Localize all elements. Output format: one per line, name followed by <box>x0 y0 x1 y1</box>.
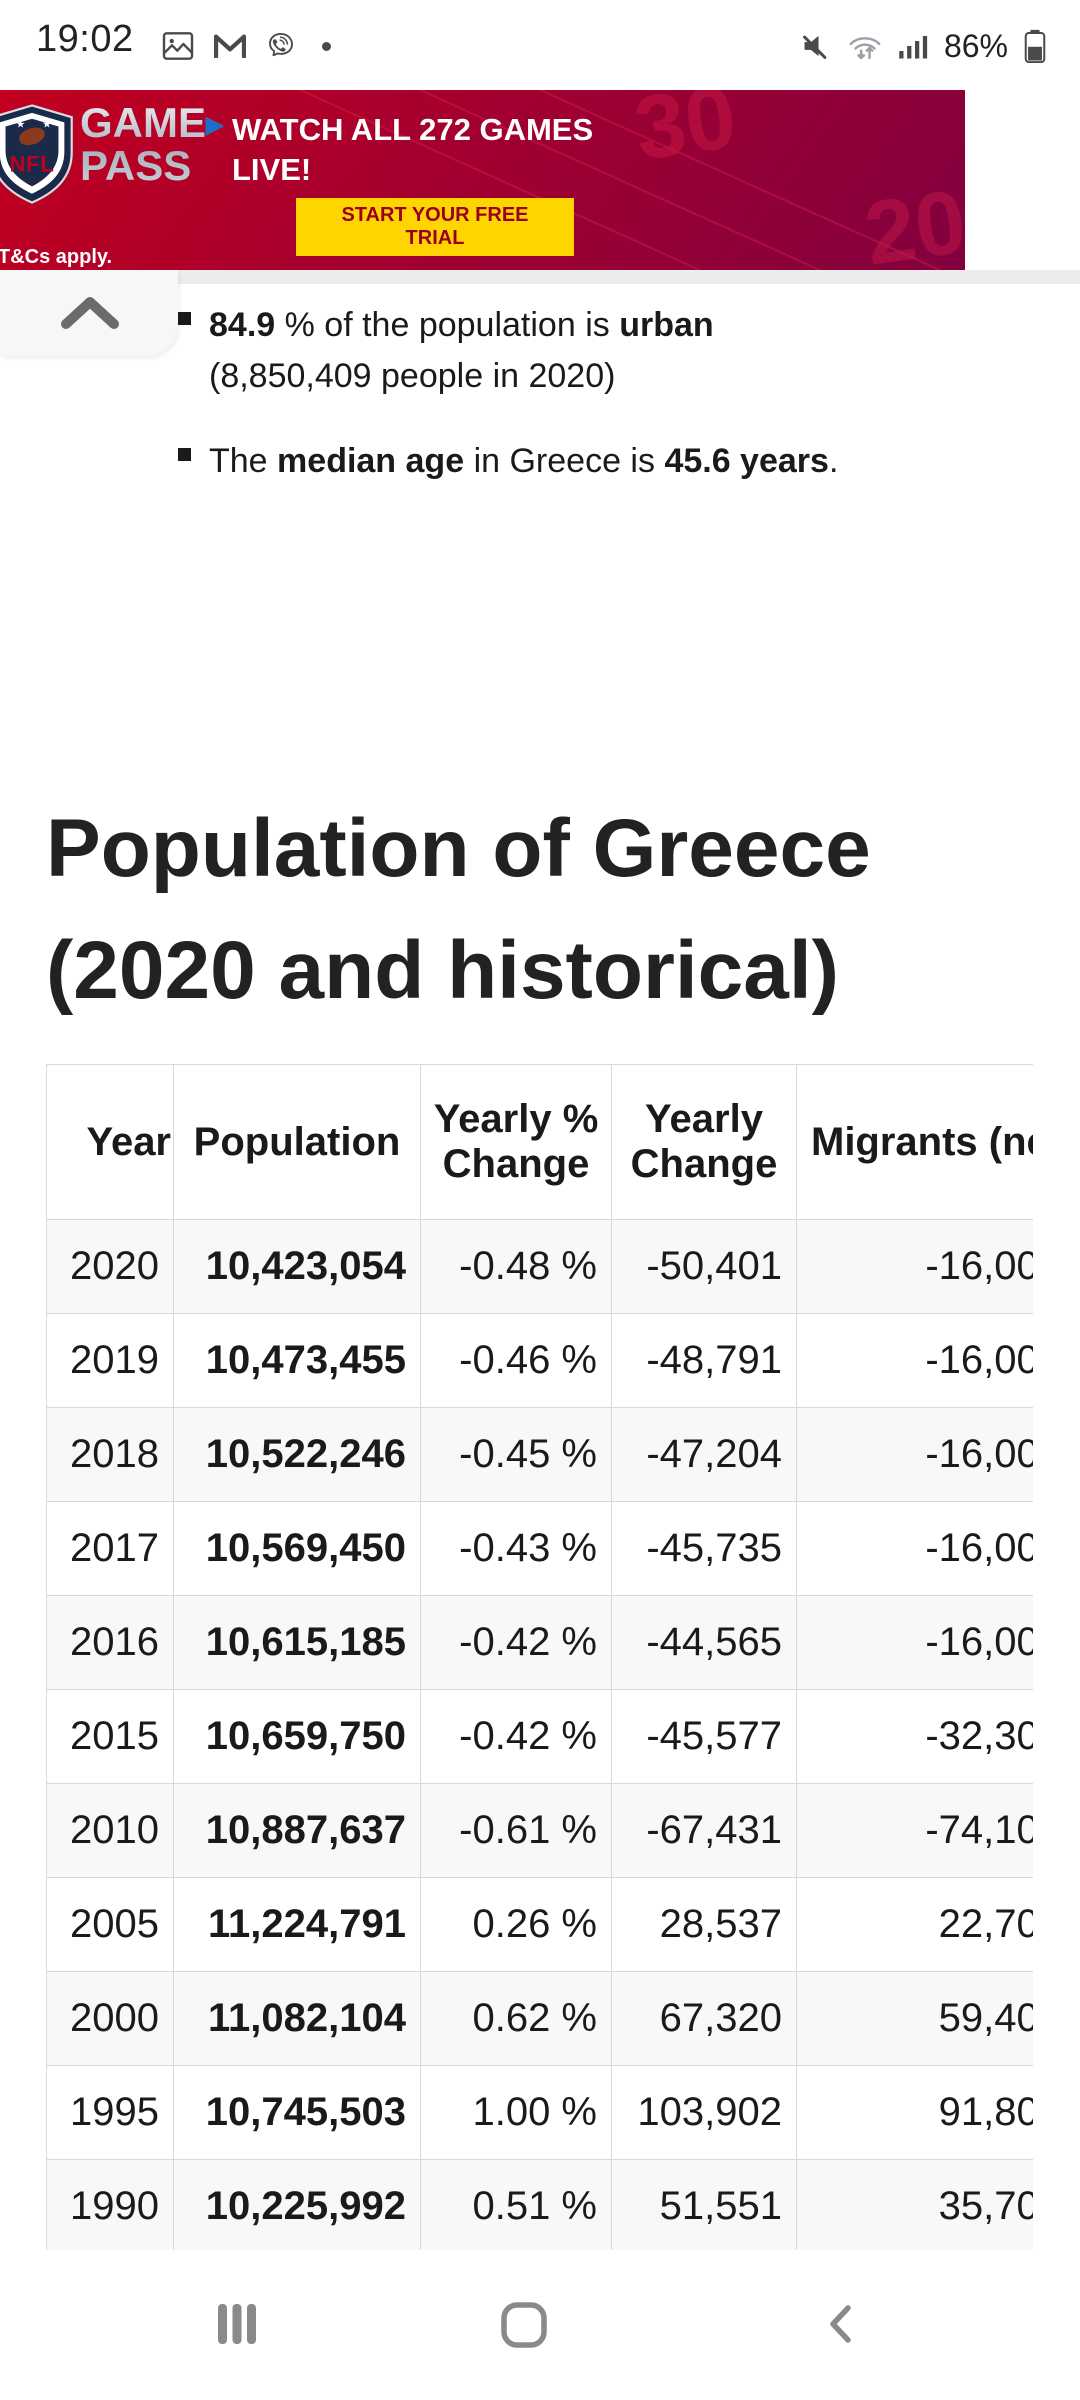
svg-text:20: 20 <box>859 172 965 270</box>
svg-text:★: ★ <box>42 120 51 131</box>
svg-text:30: 30 <box>629 90 742 180</box>
svg-text:★: ★ <box>16 120 25 131</box>
svg-text:NFL: NFL <box>9 152 54 177</box>
